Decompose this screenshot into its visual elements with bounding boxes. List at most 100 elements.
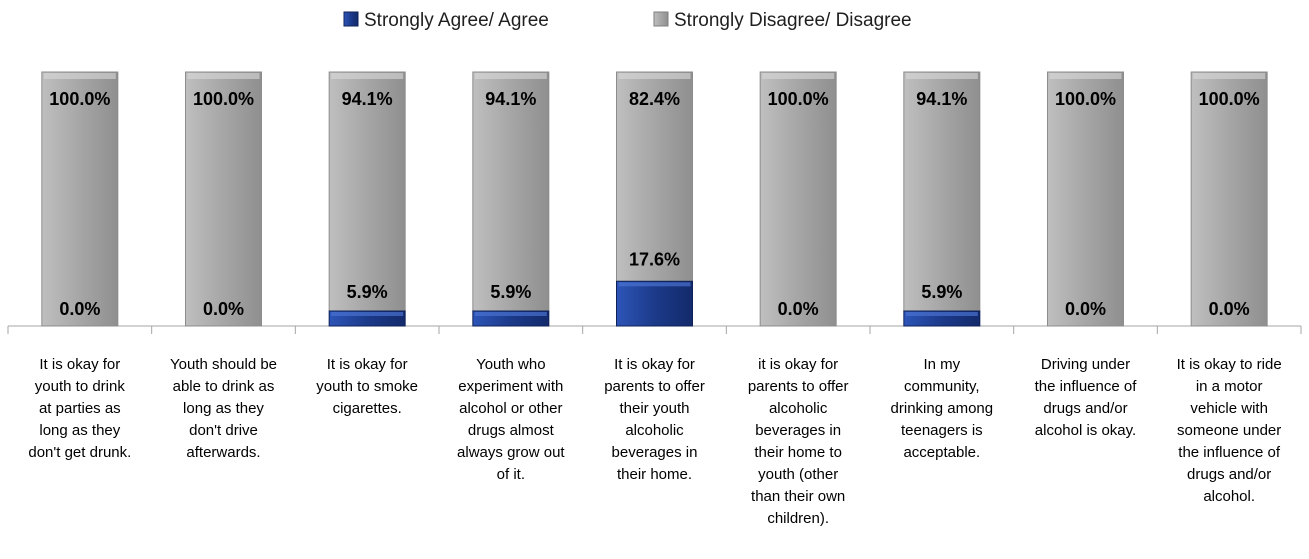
x-tick-label-line: always grow out (457, 444, 565, 461)
x-tick-label: Driving under the influence of drugs and/o… (1035, 356, 1138, 439)
x-tick-label: In my community, drinking among teenagers i… (891, 356, 994, 461)
x-tick-label-line: It is okay to ride (1177, 356, 1282, 373)
x-tick-label-line: alcohol is okay. (1035, 422, 1136, 439)
legend: Strongly Agree/ Agree Strongly Disagree/… (343, 10, 912, 31)
legend-label-agree: Strongly Agree/ Agree (364, 10, 549, 31)
legend-swatch-disagree (653, 11, 669, 27)
data-label-agree: 0.0% (1209, 299, 1250, 319)
x-tick-label: Youth who experiment with alcohol or other… (457, 356, 565, 483)
x-tick-label-line: the influence of (1035, 378, 1138, 395)
x-tick-label-line: than their own (751, 488, 845, 505)
x-tick-label-line: their home to (754, 444, 842, 461)
bar-disagree-bevel (474, 73, 547, 79)
x-tick-label-line: drugs and/or (1043, 400, 1127, 417)
bar-disagree-bevel (43, 73, 116, 79)
data-label-disagree: 100.0% (49, 89, 110, 109)
data-label-agree: 0.0% (203, 299, 244, 319)
x-tick-label-line: their youth (619, 400, 689, 417)
bar-disagree (185, 71, 262, 327)
bar-agree-bevel (331, 312, 404, 317)
x-tick-label-line: Youth who (476, 356, 546, 373)
x-tick-label-line: afterwards. (186, 444, 260, 461)
bar-disagree (616, 71, 693, 282)
bar-disagree (328, 71, 406, 312)
x-tick-label-line: in a motor (1196, 378, 1263, 395)
data-label-disagree: 100.0% (1199, 89, 1260, 109)
x-tick-label-line: It is okay for (39, 356, 120, 373)
data-label-agree: 5.9% (921, 282, 962, 302)
bar-disagree (903, 71, 981, 312)
bar-agree-bevel (618, 282, 691, 287)
data-label-disagree: 94.1% (485, 89, 536, 109)
x-tick-label-line: it is okay for (758, 356, 838, 373)
bar-disagree (41, 71, 119, 327)
x-tick-label-line: at parties as (39, 400, 121, 417)
data-label-agree: 5.9% (347, 282, 388, 302)
x-tick-label-line: of it. (497, 466, 525, 483)
data-label-agree: 5.9% (490, 282, 531, 302)
x-tick-label-line: parents to offer (604, 378, 705, 395)
data-label-disagree: 100.0% (1055, 89, 1116, 109)
data-label-agree: 0.0% (778, 299, 819, 319)
data-label-agree: 17.6% (629, 249, 680, 269)
x-tick-label-line: drinking among (891, 400, 994, 417)
x-tick-label-line: don't drive (189, 422, 258, 439)
x-tick-label: It is okay for parents to offer their yout… (604, 356, 705, 483)
x-tick-label: Youth should be able to drink as long as t… (170, 356, 277, 461)
x-tick-label-line: long as they (39, 422, 120, 439)
bar-disagree-bevel (1049, 73, 1122, 79)
x-tick-label-line: able to drink as (173, 378, 275, 395)
bar-agree-bevel (474, 312, 547, 317)
bar-disagree (1190, 71, 1268, 327)
bar-disagree (472, 71, 550, 312)
x-tick-label-line: someone under (1177, 422, 1281, 439)
x-tick-label-line: cigarettes. (333, 400, 402, 417)
data-label-disagree: 82.4% (629, 89, 680, 109)
x-tick-label-line: community, (904, 378, 980, 395)
bar-disagree (759, 71, 837, 327)
bar-disagree-bevel (1193, 73, 1266, 79)
x-tick-label-line: drugs almost (468, 422, 555, 439)
data-label-disagree: 94.1% (916, 89, 967, 109)
x-tick-label-line: youth (other (758, 466, 838, 483)
x-tick-label: It is okay for youth to smoke cigarettes. (316, 356, 418, 417)
x-tick-label-line: alcoholic (769, 400, 828, 417)
x-tick-label-line: It is okay for (327, 356, 408, 373)
x-tick-label-line: children). (767, 510, 829, 527)
x-tick-label-line: alcoholic (625, 422, 684, 439)
x-tick-label-line: youth to drink (35, 378, 126, 395)
bar-disagree-bevel (905, 73, 978, 79)
x-tick-label-line: teenagers is (901, 422, 983, 439)
x-tick-label-line: parents to offer (748, 378, 849, 395)
plot-area: 100.0% 0.0% It is okay for youth to drink at… (7, 71, 1302, 527)
data-label-disagree: 100.0% (768, 89, 829, 109)
x-tick-label-line: drugs and/or (1187, 466, 1271, 483)
x-tick-label-line: their home. (617, 466, 692, 483)
bar-disagree-bevel (187, 73, 260, 79)
bar-agree (616, 280, 693, 327)
x-tick-label: it is okay for parents to offer alcoholic b… (748, 356, 849, 527)
x-tick-label-line: Youth should be (170, 356, 277, 373)
bar-disagree-bevel (331, 73, 404, 79)
x-tick-label-line: acceptable. (903, 444, 980, 461)
bar-agree-bevel (905, 312, 978, 317)
data-label-disagree: 94.1% (342, 89, 393, 109)
x-tick-label-line: long as they (183, 400, 264, 417)
bar-disagree-bevel (762, 73, 835, 79)
x-tick-label-line: youth to smoke (316, 378, 418, 395)
x-tick-label-line: alcohol or other (459, 400, 562, 417)
bar-disagree (1047, 71, 1124, 327)
data-label-agree: 0.0% (59, 299, 100, 319)
x-tick-label-line: In my (923, 356, 960, 373)
x-tick-label: It is okay to ride in a motor vehicle with… (1177, 356, 1282, 505)
bar-disagree-bevel (618, 73, 691, 79)
x-tick-label-line: It is okay for (614, 356, 695, 373)
x-tick-label-line: beverages in (612, 444, 698, 461)
x-tick-label-line: Driving under (1041, 356, 1130, 373)
data-label-disagree: 100.0% (193, 89, 254, 109)
x-tick-label-line: the influence of (1178, 444, 1281, 461)
x-tick-label-line: don't get drunk. (28, 444, 131, 461)
x-tick-label-line: alcohol. (1203, 488, 1255, 505)
legend-swatch-agree (343, 11, 359, 27)
